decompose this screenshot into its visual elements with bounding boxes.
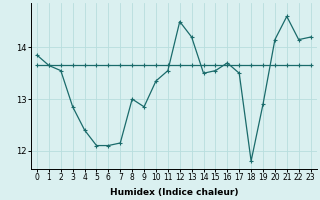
X-axis label: Humidex (Indice chaleur): Humidex (Indice chaleur)	[109, 188, 238, 197]
